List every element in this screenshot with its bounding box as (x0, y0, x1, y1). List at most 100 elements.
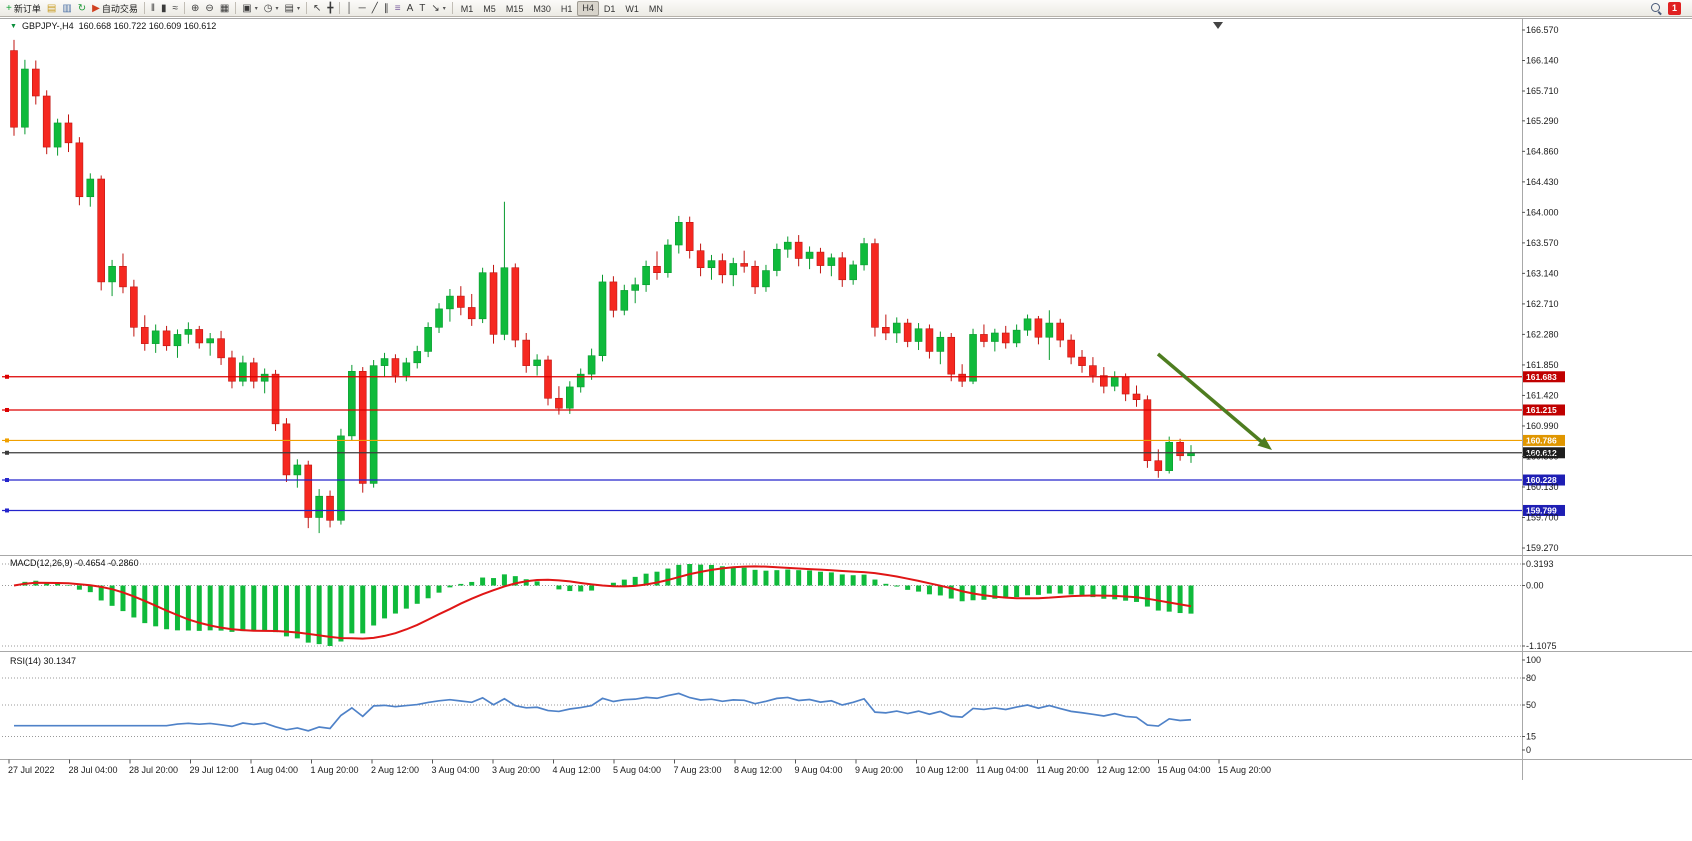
horizontal-line-object[interactable]: 160.786 (2, 434, 1565, 446)
svg-text:1 Aug 04:00: 1 Aug 04:00 (250, 765, 298, 775)
pane-borders (0, 18, 1692, 780)
channel-button[interactable]: ∥ (381, 1, 392, 16)
timeframe-m1-button[interactable]: M1 (460, 3, 474, 14)
svg-text:160.612: 160.612 (1526, 448, 1557, 458)
price-tag (1523, 447, 1565, 459)
svg-text:160.228: 160.228 (1526, 475, 1557, 485)
svg-text:159.799: 159.799 (1526, 506, 1557, 516)
periods-button[interactable]: ◷ ▾ (261, 1, 282, 16)
time-axis[interactable]: 27 Jul 2022 28 Jul 04:00 28 Jul 20:00 29 Ju… (8, 759, 1271, 776)
label-button[interactable]: T (416, 1, 428, 16)
text-button[interactable]: A (404, 1, 417, 16)
horizontal-line-object[interactable]: 159.799 (2, 504, 1565, 516)
zoom-out-icon: ⊖ (205, 2, 214, 14)
chevron-down-icon: ▾ (275, 5, 279, 12)
chart-title: ▼ GBPJPY-,H4 160.668 160.722 160.609 160… (10, 21, 216, 31)
templates-button[interactable]: ▤ ▾ (281, 1, 302, 16)
svg-text:160.130: 160.130 (1526, 482, 1559, 492)
charts-window-button[interactable]: ▤ (44, 1, 59, 16)
svg-text:3 Aug 04:00: 3 Aug 04:00 (432, 765, 480, 775)
macd-signal-line (13, 565, 1192, 640)
chevron-down-icon: ▾ (442, 5, 446, 12)
arrows-tool-button[interactable]: ↘ ▾ (428, 1, 448, 16)
timeframe-h1-button[interactable]: H1 (560, 3, 573, 14)
timeframe-m15-button[interactable]: M15 (505, 3, 524, 14)
new-chart-button[interactable]: ▣ ▾ (239, 1, 260, 16)
svg-text:11 Aug 20:00: 11 Aug 20:00 (1037, 765, 1089, 775)
price-axis[interactable]: 166.570 166.140 165.710 165.290 164.860 164.4… (1522, 25, 1559, 553)
price-tag (1523, 434, 1565, 446)
price-tag (1523, 504, 1565, 516)
horizontal-line-object[interactable]: 160.612 (2, 447, 1565, 459)
rsi-indicator-label: RSI(14) 30.1347 (10, 656, 77, 666)
ohlc-bars-button[interactable]: ‖ (148, 1, 158, 16)
timeframe-m5-button[interactable]: M5 (483, 3, 496, 14)
price-tag (1523, 404, 1565, 416)
chart-plus-icon: + (6, 2, 12, 14)
refresh-button[interactable]: ↻ (75, 1, 89, 16)
new-order-button[interactable]: + 新订单 (3, 1, 44, 16)
line-chart-button[interactable]: ≈ (170, 1, 182, 16)
rsi-line (14, 692, 1192, 732)
market-watch-button[interactable]: ▥ (59, 1, 74, 16)
svg-text:165.290: 165.290 (1526, 116, 1559, 126)
fibonacci-button[interactable]: ≡ (392, 1, 404, 16)
zoom-out-button[interactable]: ⊖ (202, 1, 216, 16)
timeframe-m30-button[interactable]: M30 (533, 3, 551, 14)
cursor-button[interactable]: ↖ (310, 1, 324, 16)
svg-text:15 Aug 20:00: 15 Aug 20:00 (1218, 765, 1271, 775)
clock-icon: ◷ (263, 2, 273, 14)
svg-text:27 Jul 2022: 27 Jul 2022 (8, 765, 55, 775)
svg-text:4 Aug 12:00: 4 Aug 12:00 (553, 765, 601, 775)
toolbar-separator (451, 2, 453, 14)
svg-text:9 Aug 20:00: 9 Aug 20:00 (855, 765, 903, 775)
svg-text:28 Jul 20:00: 28 Jul 20:00 (129, 765, 178, 775)
horizontal-line-object[interactable]: 160.228 (2, 474, 1565, 486)
timeframe-h4-button[interactable]: H4 (577, 0, 599, 16)
svg-text:159.270: 159.270 (1526, 543, 1559, 553)
svg-text:166.570: 166.570 (1526, 25, 1559, 35)
svg-text:12 Aug 12:00: 12 Aug 12:00 (1097, 765, 1150, 775)
svg-text:166.140: 166.140 (1526, 56, 1559, 66)
price-chart[interactable]: 161.683 161.215 160.786 160.612 160.228 159.7… (0, 18, 1692, 841)
svg-text:50: 50 (1526, 700, 1536, 710)
horizontal-line-object[interactable]: 161.683 (2, 371, 1565, 383)
svg-text:100: 100 (1526, 655, 1541, 665)
auto-trading-icon: ▶ (92, 2, 100, 14)
price-tag (1523, 474, 1565, 486)
fibonacci-icon: ≡ (394, 2, 401, 14)
crosshair-button[interactable]: ╋ (324, 1, 336, 16)
svg-text:7 Aug 23:00: 7 Aug 23:00 (674, 765, 722, 775)
tile-windows-button[interactable]: ▦ (217, 1, 232, 16)
macd-indicator-label: MACD(12,26,9) -0.4654 -0.2860 (10, 558, 139, 568)
auto-trading-button[interactable]: ▶ 自动交易 (89, 1, 141, 16)
svg-text:8 Aug 12:00: 8 Aug 12:00 (734, 765, 782, 775)
svg-text:80: 80 (1526, 673, 1536, 683)
vertical-line-button[interactable]: │ (343, 1, 355, 16)
toolbar-separator (143, 2, 145, 14)
candlestick-button[interactable]: ▮ (158, 1, 170, 16)
notification-badge[interactable]: 1 (1668, 1, 1681, 15)
ohlc-values: 160.668 160.722 160.609 160.612 (78, 21, 217, 31)
trend-arrow-object[interactable] (1156, 352, 1272, 450)
search-icon[interactable] (1650, 2, 1663, 15)
trendline-button[interactable]: ╱ (369, 1, 381, 16)
chevron-down-icon: ▾ (254, 5, 258, 12)
horizontal-line-button[interactable]: ─ (356, 1, 369, 16)
new-chart-icon: ▣ (242, 2, 252, 14)
timeframe-w1-button[interactable]: W1 (625, 3, 639, 14)
svg-text:161.683: 161.683 (1526, 372, 1557, 382)
zoom-in-button[interactable]: ⊕ (188, 1, 202, 16)
horizontal-line-object[interactable]: 161.215 (2, 404, 1565, 416)
chart-shift-marker-icon[interactable] (1213, 22, 1223, 29)
svg-text:159.700: 159.700 (1526, 512, 1559, 522)
tile-windows-icon: ▦ (219, 2, 230, 14)
chevron-down-icon: ▾ (296, 5, 300, 12)
svg-text:1 Aug 20:00: 1 Aug 20:00 (311, 765, 359, 775)
svg-text:160.786: 160.786 (1526, 436, 1557, 446)
svg-text:0.3193: 0.3193 (1526, 559, 1554, 569)
timeframe-d1-button[interactable]: D1 (603, 3, 616, 14)
refresh-icon: ↻ (77, 2, 87, 14)
timeframe-mn-button[interactable]: MN (648, 3, 663, 14)
